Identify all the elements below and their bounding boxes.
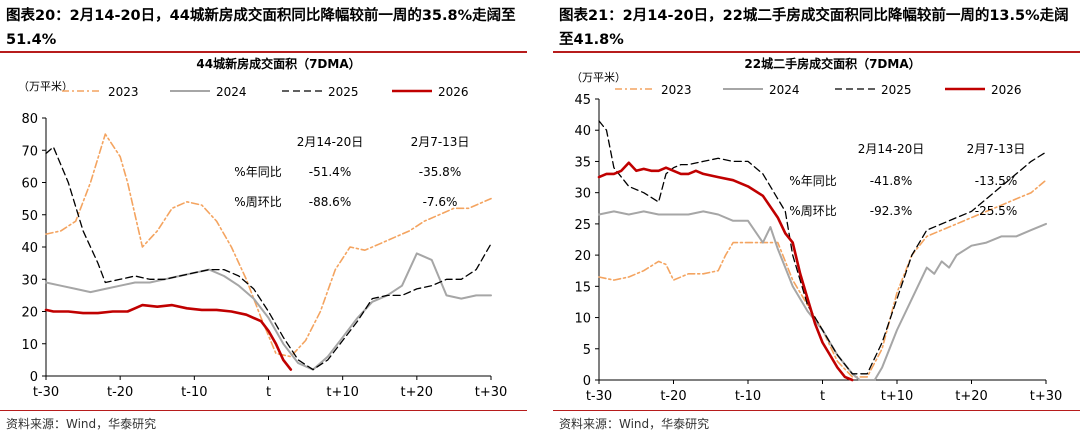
x-tick-label: t-30: [586, 389, 612, 404]
series-line-2023: [45, 133, 492, 358]
legend-label-2024: 2024: [216, 85, 247, 99]
series-line-2026: [44, 303, 293, 371]
chart-title: 44城新房成交面积（7DMA）: [196, 56, 360, 71]
y-tick-label: 40: [574, 124, 591, 139]
annotation-value: -92.3%: [870, 204, 912, 218]
annotation-row-label: %周环比: [234, 195, 281, 209]
unit-label: （万平米）: [571, 71, 626, 84]
y-tick-label: 5: [583, 343, 591, 358]
right-panel: 图表21：2月14-20日，22城二手房成交面积同比降幅较前一周的13.5%走阔…: [553, 0, 1080, 438]
unit-label: （万平米）: [18, 80, 73, 93]
annotation-row-label: %周环比: [789, 204, 836, 218]
y-tick-label: 50: [21, 209, 38, 224]
new-home-sales-chart: 44城新房成交面积（7DMA） （万平米） 2023 2024 2025 2026 0 10 2…: [18, 56, 508, 400]
legend-label-2026: 2026: [991, 83, 1022, 97]
x-tick-label: t-20: [107, 385, 133, 400]
x-tick-label: t: [266, 385, 271, 400]
y-tick-label: 80: [21, 112, 38, 127]
series-line-2024: [45, 252, 492, 371]
y-tick-label: 45: [574, 93, 591, 108]
annotation-value: -7.6%: [423, 195, 458, 209]
top-rule: [0, 51, 527, 53]
figure-headline: 图表20：2月14-20日，44城新房成交面积同比降幅较前一周的35.8%走阔至…: [6, 8, 516, 48]
annotation-value: -51.4%: [309, 165, 351, 179]
series-line-2024: [598, 210, 1047, 381]
top-rule: [553, 51, 1080, 53]
y-tick-label: 20: [21, 306, 38, 321]
y-tick-label: 25: [574, 218, 591, 233]
x-tick-label: t+20: [955, 389, 988, 404]
series-line-2026: [597, 161, 854, 382]
x-tick-label: t+10: [326, 385, 359, 400]
series-line-2025: [598, 120, 1047, 375]
chart-title: 22城二手房成交面积（7DMA）: [744, 56, 920, 71]
x-tick-label: t-20: [660, 389, 686, 404]
legend-label-2025: 2025: [328, 85, 359, 99]
series-line-2025: [45, 146, 492, 371]
bottom-rule: [553, 410, 1080, 411]
legend-label-2025: 2025: [881, 83, 912, 97]
x-tick-label: t+20: [401, 385, 434, 400]
annotation-value: -35.8%: [419, 165, 461, 179]
annotation-value: -13.5%: [975, 174, 1017, 188]
y-tick-label: 40: [21, 241, 38, 256]
y-tick-label: 20: [574, 249, 591, 264]
y-tick-label: 60: [21, 177, 38, 192]
annotation-value: -41.8%: [870, 174, 912, 188]
x-tick-label: t-30: [33, 385, 59, 400]
left-panel: 图表20：2月14-20日，44城新房成交面积同比降幅较前一周的35.8%走阔至…: [0, 0, 527, 438]
y-tick-label: 0: [30, 370, 38, 385]
annotation-header: 2月14-20日: [858, 142, 925, 156]
y-tick-label: 70: [21, 144, 38, 159]
x-tick-label: t-10: [735, 389, 761, 404]
x-tick-label: t-10: [181, 385, 207, 400]
source-note: 资料来源：Wind，华泰研究: [559, 417, 710, 431]
y-tick-label: 30: [21, 273, 38, 288]
second-hand-home-sales-chart: 22城二手房成交面积（7DMA）（万平米）2023 2024 2025 2026051…: [571, 56, 1063, 404]
annotation-value: -25.5%: [975, 204, 1017, 218]
source-note: 资料来源：Wind，华泰研究: [6, 417, 157, 431]
annotation-header: 2月7-13日: [967, 142, 1026, 156]
y-tick-label: 30: [574, 187, 591, 202]
y-tick-label: 15: [574, 280, 591, 295]
x-tick-label: t+30: [1030, 389, 1063, 404]
x-tick-label: t: [820, 389, 825, 404]
y-tick-label: 35: [574, 155, 591, 170]
bottom-rule: [0, 410, 527, 411]
annotation-row-label: %年同比: [789, 174, 836, 188]
y-tick-label: 0: [583, 374, 591, 389]
legend-label-2023: 2023: [661, 83, 692, 97]
x-tick-label: t+30: [475, 385, 508, 400]
figure-headline: 图表21：2月14-20日，22城二手房成交面积同比降幅较前一周的13.5%走阔…: [559, 8, 1069, 48]
legend-label-2026: 2026: [438, 85, 469, 99]
y-tick-label: 10: [574, 312, 591, 327]
legend-label-2024: 2024: [769, 83, 800, 97]
legend-label-2023: 2023: [108, 85, 139, 99]
annotation-value: -88.6%: [309, 195, 351, 209]
y-tick-label: 10: [21, 338, 38, 353]
series-line-2023: [598, 179, 1047, 378]
annotation-header: 2月7-13日: [411, 135, 470, 149]
annotation-header: 2月14-20日: [297, 135, 364, 149]
annotation-row-label: %年同比: [234, 165, 281, 179]
x-tick-label: t+10: [881, 389, 914, 404]
